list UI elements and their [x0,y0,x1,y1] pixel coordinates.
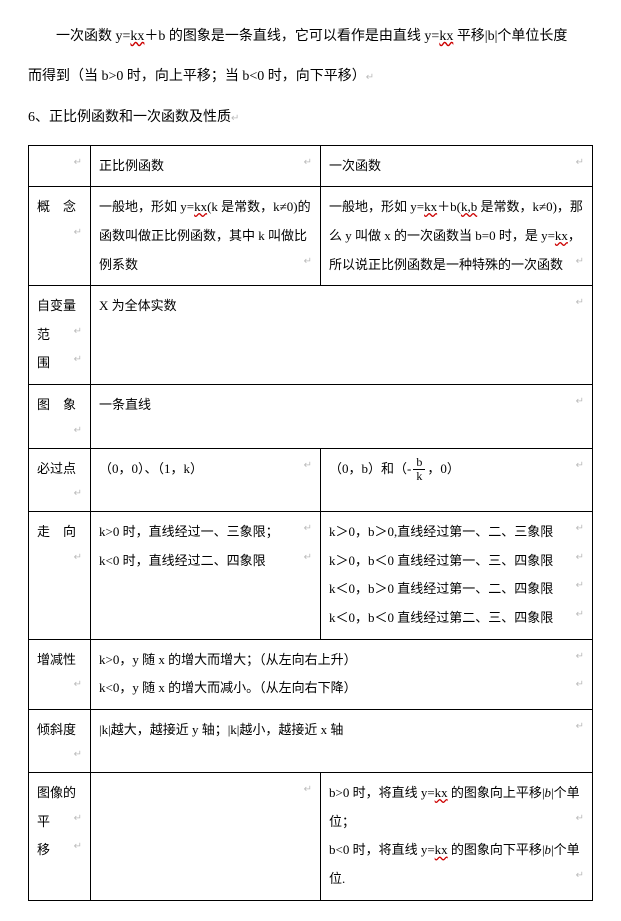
line: k＜0，b＞0 直线经过第一、二、四象限 [329,575,584,604]
intro-text-2: 而得到（当 b>0 时，向上平移；当 b<0 时，向下平移） [28,69,366,84]
intro-paragraph-2: 而得到（当 b>0 时，向上平移；当 b<0 时，向下平移）↵ [28,60,593,94]
line: k＜0，b＜0 直线经过第二、三、四象限 [329,604,584,633]
intro-text: 一次函数 y= [56,29,130,44]
line: k<0 时，直线经过二、四象限 [99,547,312,576]
kx: kx [194,199,207,214]
intro-paragraph: 一次函数 y=kx＋b 的图象是一条直线，它可以看作是由直线 y=kx 平移|b… [28,20,593,54]
cell-point-proportional: （0，0）、（1，k） [91,448,321,512]
cell-graph: 一条直线 [91,384,593,448]
cell-slope: |k|越大，越接近 y 轴；|k|越小，越接近 x 轴 [91,709,593,773]
txt: 一般地，形如 y= [99,199,194,214]
absb: b [545,842,552,857]
table-row: 走 向 k>0 时，直线经过一、三象限； k<0 时，直线经过二、四象限 k＞0… [29,512,593,639]
row-label-direction: 走 向 [29,512,91,639]
header-proportional: 正比例函数 [91,145,321,187]
line: b>0 时，将直线 y=kx 的图象向上平移|b|个单位； [329,779,584,836]
intro-kx: kx [130,29,144,44]
kx: kx [424,199,437,214]
cell-direction-linear: k＞0，b＞0,直线经过第一、二、三象限 k＞0，b＜0 直线经过第一、三、四象… [321,512,593,639]
row-label-concept: 概 念 [29,187,91,286]
txt: 一般地，形如 y= [329,199,424,214]
kx: kx [435,842,448,857]
cell-monotonicity: k>0，y 随 x 的增大而增大；（从左向右上升） k<0，y 随 x 的增大而… [91,639,593,709]
cell-shift-proportional [91,773,321,900]
row-label-monotonicity: 增减性 [29,639,91,709]
section-title: 6、正比例函数和一次函数及性质↵ [28,101,593,135]
table-row: 倾斜度 |k|越大，越接近 y 轴；|k|越小，越接近 x 轴 [29,709,593,773]
kx: kx [435,785,448,800]
txt: ＋b( [437,199,461,214]
intro-text: ＋b 的图象是一条直线，它可以看作是由直线 y= [144,29,439,44]
txt: 的图象向下平移 [448,842,542,857]
line: k＞0，b＞0,直线经过第一、二、三象限 [329,518,584,547]
cell-concept-proportional: 一般地，形如 y=kx(k 是常数，k≠0)的函数叫做正比例函数，其中 k 叫做… [91,187,321,286]
intro-kx2: kx [439,29,453,44]
kx: kx [555,228,568,243]
comparison-table: 正比例函数 一次函数 概 念 一般地，形如 y=kx(k 是常数，k≠0)的函数… [28,145,593,901]
numerator: b [413,456,425,470]
txt: b<0 时，将直线 y= [329,842,435,857]
lbl: 图像的 [37,779,82,808]
section-title-text: 6、正比例函数和一次函数及性质 [28,110,231,125]
cell-concept-linear: 一般地，形如 y=kx＋b(k,b 是常数，k≠0)，那么 y 叫做 x 的一次… [321,187,593,286]
cell-point-linear: （0，b）和（-bk，0） [321,448,593,512]
line: k>0，y 随 x 的增大而增大；（从左向右上升） [99,646,584,675]
table-row: 图 象 一条直线 [29,384,593,448]
para-mark-icon: ↵ [366,72,374,83]
header-linear: 一次函数 [321,145,593,187]
lbl: 自变量 [37,292,82,321]
row-label-slope: 倾斜度 [29,709,91,773]
table-row: 必过点 （0，0）、（1，k） （0，b）和（-bk，0） [29,448,593,512]
table-row: 正比例函数 一次函数 [29,145,593,187]
cell-direction-proportional: k>0 时，直线经过一、三象限； k<0 时，直线经过二、四象限 [91,512,321,639]
table-row: 概 念 一般地，形如 y=kx(k 是常数，k≠0)的函数叫做正比例函数，其中 … [29,187,593,286]
cell-domain: X 为全体实数 [91,286,593,385]
line: k＞0，b＜0 直线经过第一、三、四象限 [329,547,584,576]
cell-shift-linear: b>0 时，将直线 y=kx 的图象向上平移|b|个单位； b<0 时，将直线 … [321,773,593,900]
kb: k,b [461,199,477,214]
table-row: 图像的 平 移 b>0 时，将直线 y=kx 的图象向上平移|b|个单位； b<… [29,773,593,900]
line: k>0 时，直线经过一、三象限； [99,518,312,547]
line: k<0，y 随 x 的增大而减小。（从左向右下降） [99,674,584,703]
txt: b>0 时，将直线 y= [329,785,435,800]
txt: （0，b）和（- [329,461,411,476]
row-label-graph: 图 象 [29,384,91,448]
absb: b [545,785,552,800]
table-row: 增减性 k>0，y 随 x 的增大而增大；（从左向右上升） k<0，y 随 x … [29,639,593,709]
header-empty [29,145,91,187]
intro-text: 平移|b|个单位长度 [453,29,567,44]
row-label-shift: 图像的 平 移 [29,773,91,900]
txt: 的图象向上平移 [448,785,542,800]
row-label-domain: 自变量 范 围 [29,286,91,385]
denominator: k [413,470,425,483]
line: b<0 时，将直线 y=kx 的图象向下平移|b|个单位. [329,836,584,893]
row-label-point: 必过点 [29,448,91,512]
fraction-icon: bk [413,456,425,483]
table-row: 自变量 范 围 X 为全体实数 [29,286,593,385]
para-mark-icon: ↵ [231,113,239,124]
txt: ，0） [427,461,460,476]
